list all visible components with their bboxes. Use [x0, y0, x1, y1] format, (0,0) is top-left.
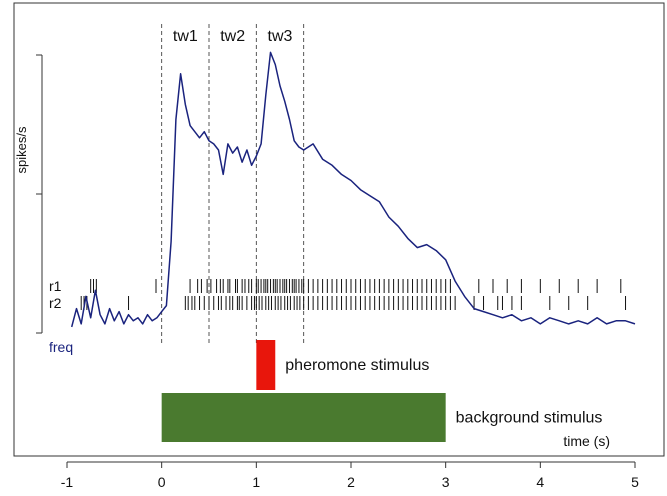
series-line-freq: [70, 51, 636, 328]
x-tick-label-0: -1: [61, 474, 74, 490]
stimulus-label-0: pheromone stimulus: [285, 357, 429, 374]
stimulus-bar-0: [256, 340, 276, 390]
x-tick-label-3: 2: [347, 474, 355, 490]
stimulus-label-1: background stimulus: [456, 410, 603, 427]
stimulus-bars: pheromone stimulus background stimulus: [161, 340, 603, 442]
y-axis-label: spikes/s: [14, 126, 29, 173]
plot-frame: [13, 2, 665, 457]
raster-label-r1: r1: [49, 278, 62, 294]
stimulus-bar-1: [161, 393, 446, 442]
window-label-tw1: tw1: [173, 28, 198, 45]
y-axis: [36, 54, 43, 334]
x-tick-label-5: 4: [536, 474, 544, 490]
window-label-tw2: tw2: [220, 28, 245, 45]
x-axis-label: time (s): [563, 433, 610, 449]
window-label-tw3: tw3: [268, 28, 293, 45]
x-tick-label-2: 1: [252, 474, 260, 490]
x-tick-label-6: 5: [631, 474, 639, 490]
x-tick-label-1: 0: [158, 474, 166, 490]
series-label-freq: freq: [49, 339, 73, 355]
frequency-series: [70, 51, 636, 328]
x-axis: -1 0 1 2 3 4 5: [61, 461, 639, 490]
raster-label-r2: r2: [49, 295, 62, 311]
x-tick-label-4: 3: [442, 474, 450, 490]
